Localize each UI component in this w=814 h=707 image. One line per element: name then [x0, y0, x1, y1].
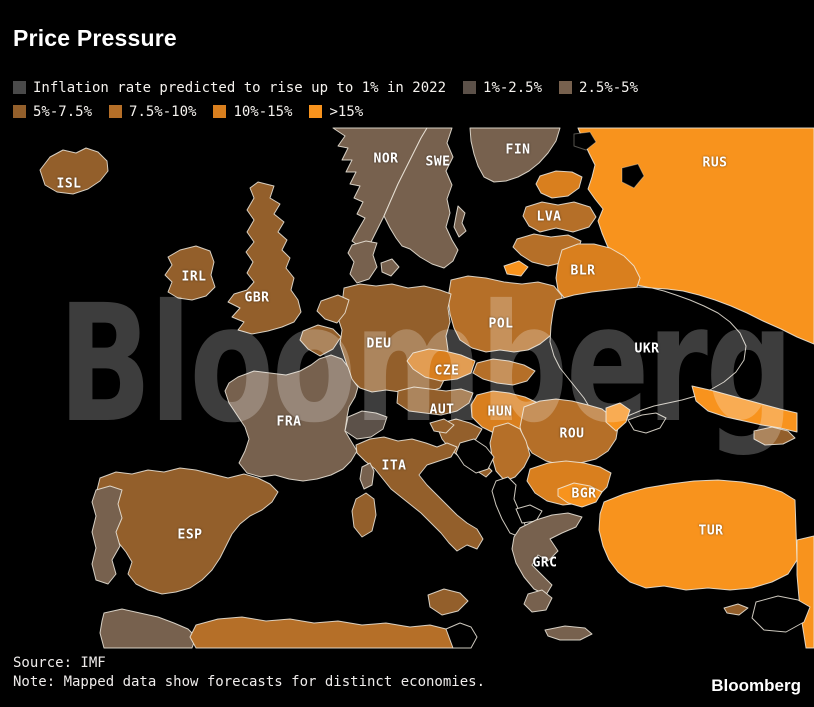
note-text: Note: Mapped data show forecasts for dis… — [13, 674, 486, 690]
region-esp — [95, 467, 279, 595]
region-grc-crete — [544, 625, 593, 641]
legend-item-5: 10%-15% — [213, 103, 292, 120]
region-svn — [429, 418, 455, 434]
region-gbr — [227, 181, 302, 335]
legend-label: 1%-2.5% — [483, 79, 543, 96]
legend-swatch — [13, 81, 26, 94]
region-swe-gotland — [453, 205, 467, 238]
legend-item-4: 7.5%-10% — [109, 103, 196, 120]
region-tur — [598, 479, 798, 591]
legend-label: 7.5%-10% — [129, 103, 197, 120]
legend-item-1: 1%-2.5% — [463, 79, 542, 96]
region-dnk — [347, 240, 378, 284]
legend-swatch — [213, 105, 227, 118]
legend-label: 2.5%-5% — [579, 79, 639, 96]
region-bel — [299, 324, 342, 357]
region-irl — [164, 245, 216, 301]
region-fra-corsica — [359, 462, 375, 490]
region-dza — [189, 616, 458, 649]
region-dnk-isles — [380, 258, 400, 277]
legend-item-6: >15% — [309, 103, 363, 120]
region-cyp — [723, 603, 749, 616]
region-swe — [383, 127, 459, 269]
region-est — [535, 170, 583, 199]
region-aut — [396, 386, 474, 416]
source-text: Source: IMF — [13, 655, 106, 671]
region-fin — [469, 127, 561, 183]
region-bih — [455, 438, 495, 474]
region-ita-sardinia — [351, 492, 377, 538]
region-ita-sicily — [427, 588, 469, 616]
region-mda — [605, 402, 631, 432]
region-che — [344, 410, 388, 440]
legend-item-3: 5%-7.5% — [13, 103, 92, 120]
legend-swatch — [109, 105, 123, 118]
legend-item-2: 2.5%-5% — [559, 79, 638, 96]
legend-label: >15% — [329, 103, 364, 120]
region-syr — [751, 595, 811, 633]
page-title: Price Pressure — [13, 25, 177, 51]
region-mar — [99, 608, 197, 649]
legend-label: Inflation rate predicted to rise up to 1… — [33, 79, 447, 96]
bloomberg-logo: Bloomberg — [711, 676, 801, 695]
region-pol — [447, 275, 563, 353]
region-grc-peloponnese — [523, 589, 553, 613]
legend-item-0: Inflation rate predicted to rise up to 1… — [13, 79, 446, 96]
legend-swatch — [13, 105, 26, 118]
legend-label: 5%-7.5% — [33, 103, 93, 120]
region-ita — [355, 436, 484, 552]
region-nld — [316, 294, 350, 324]
lake-ladoga — [621, 163, 645, 189]
legend-swatch — [463, 81, 477, 94]
region-fra — [224, 354, 359, 482]
region-mkd — [515, 504, 543, 524]
region-lva — [522, 201, 597, 233]
region-rus-caucasus — [691, 385, 798, 433]
legend-label: 10%-15% — [233, 103, 293, 120]
region-ukr-crimea — [627, 412, 667, 434]
region-grc — [511, 512, 583, 596]
legend: Inflation rate predicted to rise up to 1… — [13, 79, 713, 120]
region-tur-thrace — [557, 482, 603, 508]
region-rus-kaliningrad — [503, 260, 529, 277]
region-svk — [472, 358, 536, 386]
white-sea-lake — [573, 131, 597, 151]
region-mideast-edge — [796, 535, 814, 649]
legend-swatch — [309, 105, 323, 118]
region-rou — [519, 398, 619, 466]
region-isl — [39, 147, 109, 195]
legend-swatch — [559, 81, 573, 94]
region-cze — [406, 348, 476, 382]
region-geo — [753, 426, 796, 446]
region-prt — [91, 485, 123, 585]
region-tun — [445, 622, 478, 649]
